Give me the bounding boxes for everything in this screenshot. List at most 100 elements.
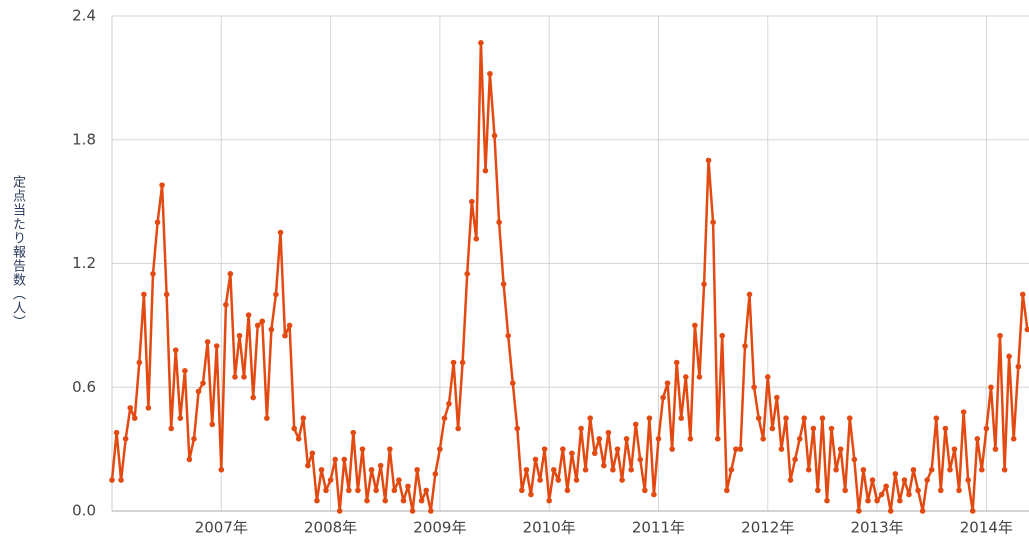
data-point [268,326,275,333]
data-point [878,491,885,498]
y-axis-label: 定点当たり報告数（人） [10,175,25,329]
data-point [428,508,434,514]
data-point [842,487,848,494]
data-point [719,332,726,339]
data-point [382,497,389,504]
y-tick-label: 2.4 [72,7,96,25]
data-point [974,436,981,442]
data-point [587,415,593,421]
data-point [300,415,307,421]
data-point [213,343,220,349]
data-point [409,508,416,514]
data-point [122,436,129,442]
data-point [692,322,698,329]
x-tick-label: 2013年 [850,519,903,537]
data-point [141,291,147,298]
data-point [182,367,188,374]
data-point [150,271,156,277]
data-point [172,347,179,353]
data-point [833,466,839,473]
data-line [110,41,1029,513]
data-point [591,450,598,457]
y-tick-label: 1.8 [72,130,96,148]
data-point [346,487,352,494]
data-point [528,491,534,498]
data-point [623,436,630,442]
data-point [737,446,744,452]
x-tick-label: 2014年 [960,519,1013,537]
data-point [555,477,562,483]
data-point [473,235,480,242]
data-point [619,477,625,483]
data-point [1006,353,1012,360]
data-point [432,471,439,477]
data-point [951,446,958,452]
data-point [1015,363,1022,370]
data-point [423,487,430,494]
data-point [291,425,297,432]
data-point [218,466,225,473]
data-point [295,436,302,442]
data-point [364,497,370,504]
data-point [145,405,152,411]
data-point [678,415,685,421]
data-point [318,466,325,473]
data-point [969,508,976,514]
x-tick-label: 2012年 [741,519,794,537]
y-tick-label: 0.6 [72,378,96,396]
data-point [259,318,266,325]
data-point [564,487,571,494]
x-tick-label: 2009年 [413,519,466,537]
data-point [209,421,216,428]
data-point [341,456,348,463]
data-point [323,487,329,494]
data-point [464,271,471,277]
data-point [505,332,512,339]
data-point [947,466,953,473]
data-point [819,415,826,421]
data-point [760,436,766,442]
data-point [405,483,411,490]
data-point [200,380,206,386]
data-point [582,466,589,473]
data-point [204,339,211,345]
data-point [446,400,452,407]
data-point [373,487,379,494]
data-point [897,497,903,504]
data-point [646,415,653,421]
data-point [933,415,940,421]
data-point [519,487,525,494]
data-point [1019,291,1026,298]
data-point [232,374,238,380]
data-point [418,497,425,504]
data-point [368,466,375,473]
data-point [610,466,616,473]
data-point [309,450,316,457]
data-point [509,380,516,386]
data-point [186,456,193,463]
data-point [892,471,899,477]
data-point [769,425,776,432]
data-point [1010,436,1017,442]
x-tick-label: 2010年 [523,519,576,537]
data-point [669,446,675,452]
data-point [191,436,197,442]
data-point [883,483,889,490]
data-point [163,291,170,298]
data-point [195,388,202,395]
data-point [733,446,739,452]
data-point [860,466,867,473]
data-point [906,491,912,498]
data-point [537,477,543,483]
data-point [774,394,780,401]
data-point [414,466,420,473]
data-point [988,384,994,391]
data-point [705,157,712,164]
y-tick-label: 1.2 [72,254,96,272]
data-point [450,359,457,366]
data-point [723,487,730,494]
data-point [396,477,402,483]
data-point [459,359,466,366]
